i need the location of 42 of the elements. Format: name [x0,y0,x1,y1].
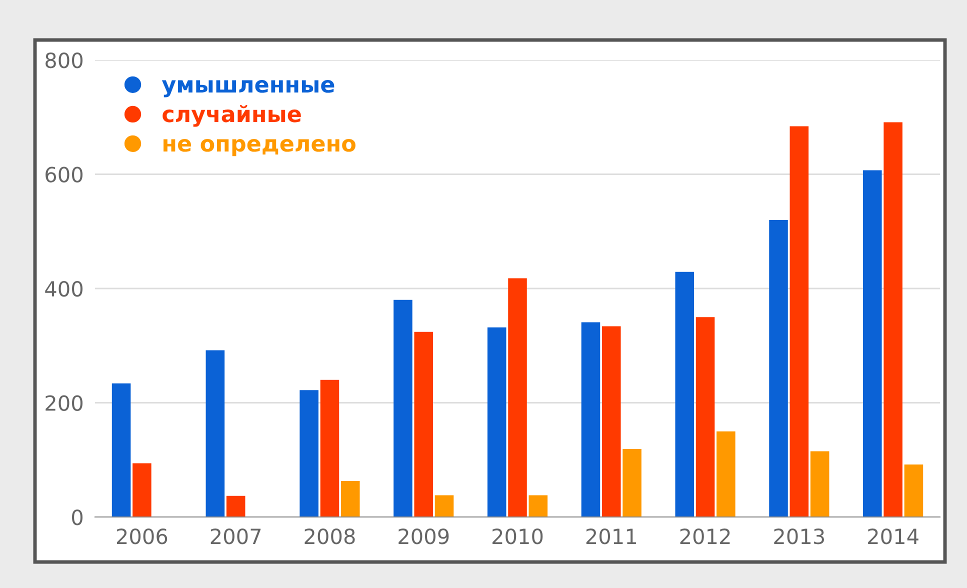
bar [434,495,454,517]
bar [320,380,340,517]
legend-label: случайные [162,105,301,127]
bar [904,464,924,517]
bar [696,317,715,517]
bar [226,496,246,517]
x-tick-label: 2012 [680,528,730,544]
bar [790,126,809,517]
bar [206,350,225,517]
legend-label: умышленные [162,80,334,98]
bar [622,449,642,517]
bar [394,300,412,517]
bar [528,495,548,517]
bar [810,451,830,517]
bar [602,326,621,517]
y-tick-label: 800 [46,52,83,68]
x-tick-label: 2007 [210,528,261,544]
x-tick-label: 2010 [492,528,543,544]
bar [340,481,360,517]
x-tick-label: 2014 [868,528,918,544]
bar [300,390,318,517]
x-tick-label: 2011 [586,528,636,544]
bar [884,122,902,517]
y-tick-label: 200 [46,395,83,411]
bar [863,170,882,517]
x-tick-label: 2009 [398,528,449,544]
x-tick-label: 2013 [774,528,824,544]
bar [581,322,600,517]
bar [769,220,788,517]
bar [675,272,694,517]
bar [414,332,433,517]
y-tick-label: 0 [72,509,83,526]
y-tick-label: 400 [45,280,83,297]
bar [716,431,736,517]
bar [132,463,152,517]
x-tick-label: 2008 [304,528,355,544]
bar [112,383,131,517]
bar [487,327,506,517]
bar [508,278,527,517]
x-tick-label: 2006 [116,528,168,544]
legend-label: не определено [164,139,356,156]
y-tick-label: 600 [46,166,83,182]
